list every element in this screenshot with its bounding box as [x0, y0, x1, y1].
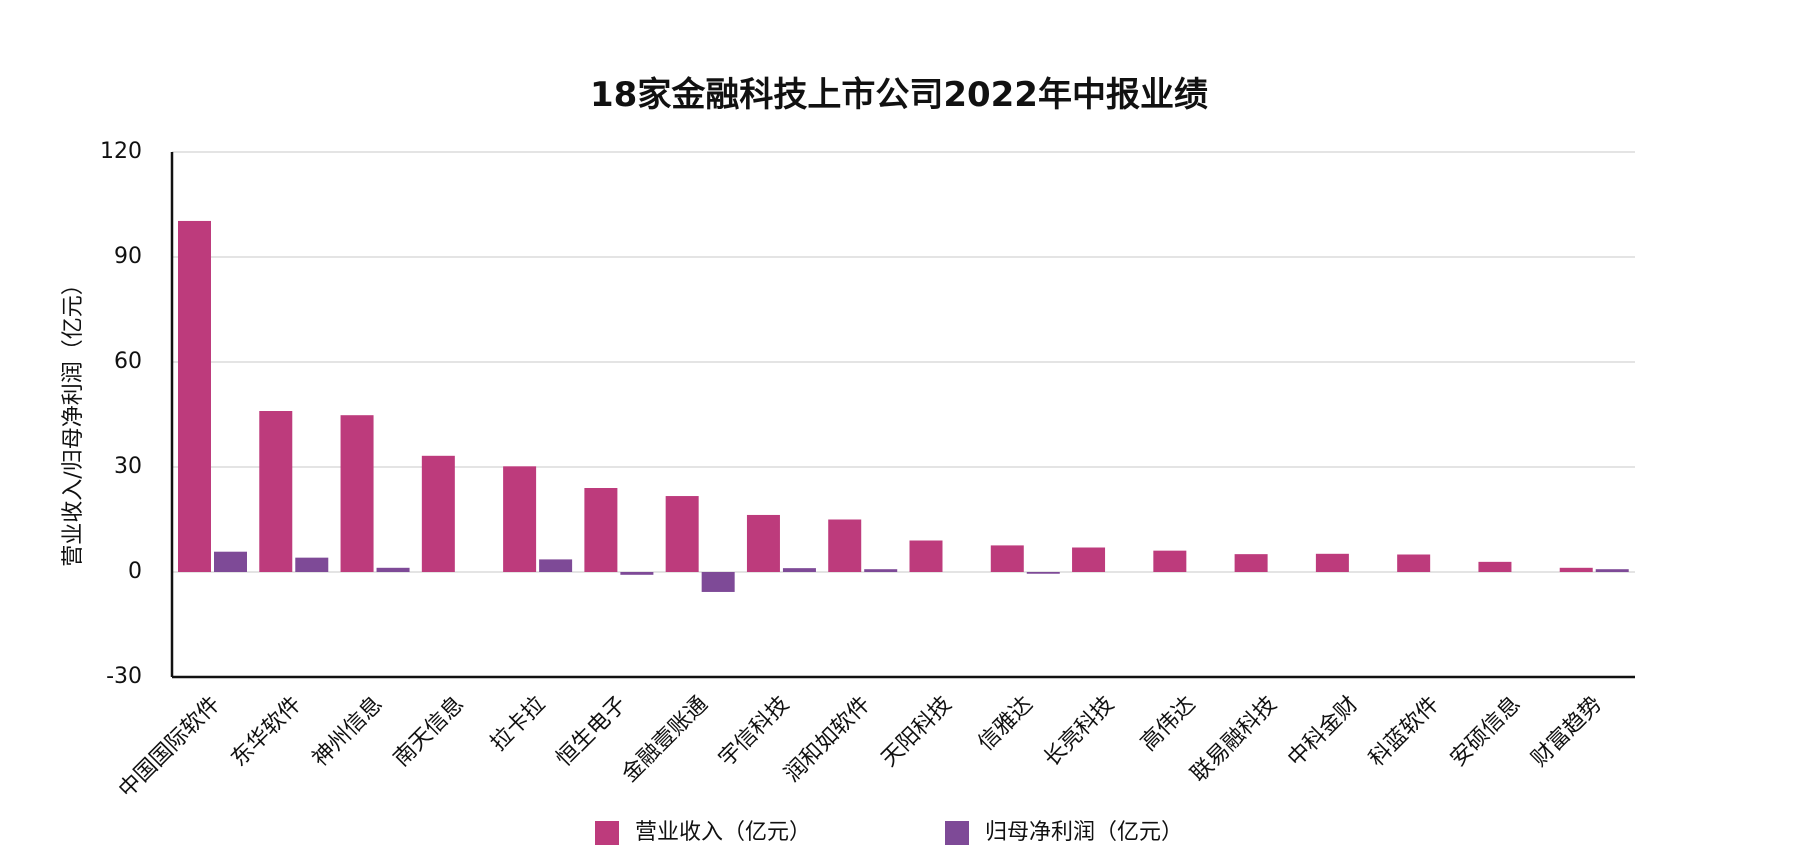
- revenue-bar: [1072, 547, 1106, 572]
- x-category-label: 信雅达: [974, 692, 1038, 756]
- net-profit-bar: [864, 569, 898, 572]
- revenue-bar: [178, 220, 211, 572]
- bars: [178, 220, 1629, 592]
- net-profit-bar: [701, 572, 735, 592]
- x-category-label: 中科金财: [1283, 692, 1363, 772]
- legend-label: 归母净利润（亿元）: [985, 820, 1183, 845]
- x-category-label: 科蓝软件: [1364, 692, 1444, 772]
- net-profit-bar: [295, 557, 329, 572]
- x-category-label: 安硕信息: [1446, 692, 1526, 772]
- x-category-label: 东华软件: [227, 692, 307, 772]
- x-category-label: 神州信息: [308, 692, 388, 772]
- x-category-label: 财富趋势: [1527, 692, 1607, 772]
- revenue-bar: [584, 488, 618, 572]
- revenue-bar: [1153, 550, 1187, 572]
- x-category-label: 拉卡拉: [486, 692, 550, 756]
- y-tick-label: -30: [106, 664, 142, 689]
- legend-swatch: [945, 821, 969, 845]
- net-profit-bar: [376, 567, 410, 572]
- net-profit-bar: [620, 572, 654, 575]
- revenue-bar: [340, 415, 374, 572]
- y-tick-label: 60: [114, 349, 142, 374]
- y-axis-title: 营业收入/归母净利润（亿元）: [61, 273, 86, 566]
- revenue-bar: [990, 545, 1024, 572]
- net-profit-bar: [782, 568, 816, 572]
- revenue-bar: [1559, 567, 1593, 572]
- x-axis-labels: 中国国际软件 东华软件 神州信息 南天信息 拉卡拉 恒生电子金融壹账通 宇信科技润和如软件天…: [114, 692, 1607, 803]
- revenue-bar: [665, 496, 699, 572]
- legend: 营业收入（亿元） 归母净利润（亿元）: [595, 820, 1183, 845]
- chart-title: 18家金融科技上市公司2022年中报业绩: [590, 75, 1208, 115]
- legend-label: 营业收入（亿元）: [635, 820, 811, 845]
- gridlines: [172, 151, 1635, 573]
- revenue-bar: [1397, 554, 1431, 572]
- net-profit-bar: [539, 559, 573, 572]
- x-category-label: 联易融科技: [1186, 692, 1281, 787]
- x-category-label: 天阳科技: [877, 692, 957, 772]
- y-axis-ticks: -30 0 30 60 90 120: [100, 139, 142, 689]
- revenue-bar: [1234, 554, 1268, 572]
- x-category-label: 高伟达: [1136, 692, 1200, 756]
- y-tick-label: 30: [114, 454, 142, 479]
- x-category-label: 金融壹账通: [617, 692, 712, 787]
- revenue-bar: [746, 514, 780, 572]
- net-profit-bar: [1026, 572, 1060, 574]
- x-category-label: 润和如软件: [780, 692, 875, 787]
- y-tick-label: 0: [128, 559, 142, 584]
- revenue-bar: [1315, 553, 1349, 572]
- revenue-bar: [828, 519, 862, 572]
- revenue-bar: [1478, 561, 1512, 572]
- revenue-bar: [421, 455, 455, 572]
- x-category-label: 南天信息: [389, 692, 469, 772]
- legend-swatch: [595, 821, 619, 845]
- x-category-label: 恒生电子: [552, 692, 632, 772]
- net-profit-bar: [214, 551, 247, 572]
- x-category-label: 宇信科技: [714, 692, 794, 772]
- x-category-label: 中国国际软件: [114, 692, 225, 803]
- revenue-bar: [909, 540, 943, 572]
- net-profit-bar: [1595, 569, 1629, 572]
- axes: [170, 152, 1635, 679]
- revenue-bar: [259, 411, 293, 572]
- x-category-label: 长亮科技: [1039, 692, 1119, 772]
- y-tick-label: 120: [100, 139, 142, 164]
- y-tick-label: 90: [114, 244, 142, 269]
- revenue-bar: [503, 466, 537, 572]
